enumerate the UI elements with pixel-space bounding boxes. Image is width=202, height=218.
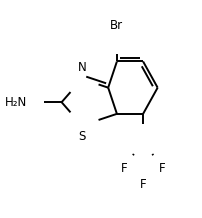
Text: F: F: [140, 178, 146, 191]
Text: F: F: [120, 162, 127, 175]
Text: H₂N: H₂N: [4, 96, 27, 109]
Text: Br: Br: [110, 19, 123, 32]
Text: F: F: [159, 162, 166, 175]
Text: S: S: [78, 130, 86, 143]
Text: N: N: [78, 61, 86, 74]
